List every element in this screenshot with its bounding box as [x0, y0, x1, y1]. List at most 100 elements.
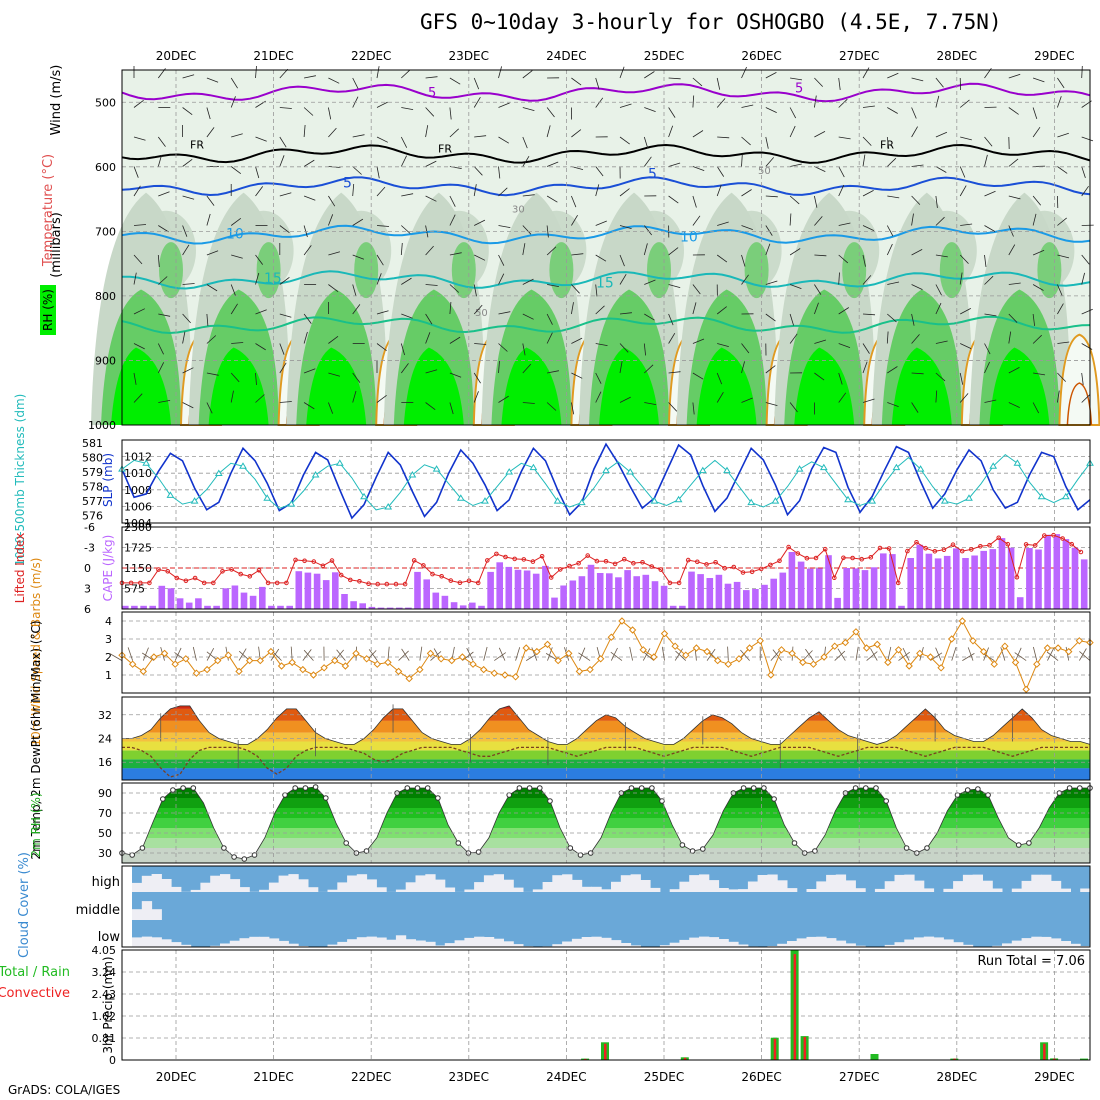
cloud-bar-high [552, 875, 563, 892]
wind-barb [643, 343, 646, 356]
wind-barb [692, 95, 695, 108]
cloud-bar-high [571, 879, 583, 892]
wind-speed-marker [884, 658, 892, 667]
wind-barb-10m [401, 648, 410, 661]
thickness-marker [142, 459, 151, 466]
wind-barb [498, 187, 508, 197]
wind-barb [255, 254, 264, 265]
wind-barb [668, 77, 681, 80]
wind-barb [790, 77, 803, 81]
cape-bar [651, 581, 659, 609]
lifted-index-tick-label: 6 [84, 603, 91, 616]
wind-barb [741, 104, 754, 108]
thickness-marker [311, 470, 320, 478]
wind-barb [668, 371, 681, 374]
wind-barb [668, 332, 676, 344]
wind-barb [741, 361, 745, 374]
wind-barb [911, 284, 923, 290]
wind-barb-10m [772, 649, 782, 661]
wind-barb [619, 225, 632, 229]
cape-bar [642, 574, 650, 609]
wind-speed-marker [809, 660, 818, 668]
wind-barb-10m [387, 646, 390, 661]
wind-barb [959, 166, 966, 178]
rh-marker [1066, 785, 1073, 791]
rh-90-region [599, 347, 659, 425]
rh-marker [567, 845, 574, 851]
wind-barb [935, 166, 947, 173]
cloud-bar-high [200, 882, 211, 892]
chart-title: GFS 0~10day 3-hourly for OSHOGBO (4.5E, … [420, 10, 1002, 34]
bottom-day-label: 28DEC [937, 1070, 977, 1084]
cloud-bar-low [395, 935, 407, 947]
precip-tick-label: 3.24 [92, 966, 117, 979]
cape-bar [1080, 559, 1088, 609]
wind-barb [960, 343, 972, 349]
wind-barb [352, 284, 357, 297]
contour-label-50b: 50 [758, 166, 771, 177]
top-day-label: 28DEC [937, 49, 977, 63]
wind-barb [765, 280, 778, 285]
cloud-bar-high [806, 889, 817, 892]
wind-barb [886, 225, 894, 237]
rh-band [122, 787, 1090, 798]
wind-barb [255, 186, 264, 197]
cape-bar [843, 568, 850, 609]
wind-barb [619, 273, 627, 285]
wind-barb [279, 155, 285, 167]
wind-speed-marker [926, 653, 935, 661]
cape-bar [423, 579, 430, 609]
rh-marker [231, 854, 237, 860]
wind-barb-10m [610, 651, 623, 661]
wind-barb [328, 402, 334, 414]
bottom-day-label: 23DEC [449, 1070, 489, 1084]
cloud-bar-high [747, 881, 759, 892]
wind-barb [182, 367, 194, 374]
wind-barb [328, 284, 339, 293]
wind-barb [887, 281, 900, 285]
wind-barb [376, 310, 389, 315]
wind-barb [279, 107, 292, 109]
cloud-bar-low [601, 937, 612, 947]
wind-tick-label: 1 [105, 669, 112, 682]
cape-bar [587, 564, 595, 609]
wind-barb [425, 332, 431, 344]
cloud-bar-low [327, 944, 338, 947]
wind-barb [522, 313, 534, 320]
wind-speed-marker [713, 656, 722, 665]
cape-bar [122, 605, 129, 609]
cloud-bar-low [835, 940, 847, 947]
wind-speed-marker [373, 660, 382, 668]
thickness-marker [674, 495, 683, 503]
wind-barb [425, 125, 429, 138]
wind-barb [1057, 96, 1062, 108]
cloud-bar-middle [132, 909, 143, 920]
wind-speed-marker [596, 655, 605, 663]
wind-barb [133, 308, 145, 315]
wind-barb-10m [887, 646, 892, 661]
temp2m-frame [121, 696, 1091, 781]
cloud-bar-high [278, 875, 289, 892]
thickness-marker [892, 463, 901, 471]
cloud-bar-low [1011, 940, 1023, 947]
cloud-bar-high [327, 889, 338, 892]
wind10m-axis-label: 10m Wind Speed & Barbs (m/s) [29, 558, 43, 747]
wind-barb [230, 390, 234, 403]
cloud-bar-low [347, 939, 358, 947]
wind-speed-marker [724, 660, 733, 668]
wind-barb [352, 183, 355, 197]
cloud-bar-high [239, 887, 250, 892]
cloud-bar-high [591, 886, 602, 892]
wind-barb [401, 277, 412, 285]
wind-barb [595, 77, 600, 90]
wind-barb-10m [398, 650, 409, 661]
thickness-tick-label: 580 [82, 451, 103, 464]
wind-barb [595, 184, 600, 197]
thickness-marker [698, 466, 707, 474]
wind-barb [1033, 372, 1046, 376]
wind-speed-marker [916, 649, 924, 658]
wind-barb [1081, 254, 1090, 265]
cloud-bar-low [855, 945, 866, 947]
wind-barb [230, 303, 238, 315]
wind-barb [449, 128, 459, 138]
